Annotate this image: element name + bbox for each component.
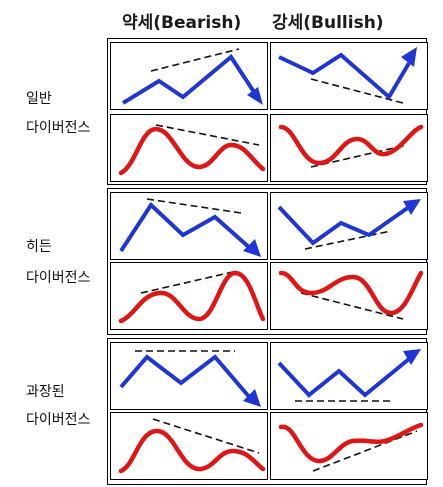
regular-divergence-label-2: 다이버전스 xyxy=(26,120,91,136)
hidden-bullish-price-line xyxy=(277,205,411,246)
exaggerated-bullish-price-panel xyxy=(270,342,428,410)
hidden-bullish-oscillator-line xyxy=(278,270,424,316)
regular-divergence-label-1: 일반 xyxy=(26,91,52,107)
regular-bullish-arrow-icon xyxy=(401,47,417,67)
regular-bullish-price-line xyxy=(278,52,411,101)
hidden-bullish-price-trendline xyxy=(304,230,392,250)
exaggerated-bullish-oscillator-line xyxy=(278,422,424,464)
hidden-bearish-oscillator-line xyxy=(118,270,266,324)
regular-bullish-price-trendline xyxy=(310,78,404,104)
regular-bearish-osc-trendline xyxy=(155,124,260,146)
exaggerated-bullish-price-line xyxy=(277,357,411,398)
exaggerated-bullish-arrow-icon xyxy=(403,349,421,365)
regular-bullish-oscillator-panel xyxy=(270,114,428,182)
hidden-bullish-osc-trendline xyxy=(300,292,404,320)
hidden-divergence-label-1: 히든 xyxy=(26,239,52,255)
exaggerated-divergence-label-1: 과장된 xyxy=(26,384,65,400)
regular-bullish-oscillator-line xyxy=(278,124,424,166)
regular-bearish-price-panel xyxy=(110,42,268,110)
regular-bearish-price-trendline xyxy=(150,48,240,72)
regular-bearish-oscillator-line xyxy=(118,126,266,176)
exaggerated-bearish-osc-trendline xyxy=(152,418,260,454)
regular-bearish-arrow-icon xyxy=(247,87,263,105)
hidden-bearish-oscillator-panel xyxy=(110,262,268,330)
hidden-bearish-price-panel xyxy=(110,192,268,260)
exaggerated-bullish-oscillator-panel xyxy=(270,412,428,480)
hidden-bearish-osc-trendline xyxy=(140,270,238,294)
hidden-divergence-label-2: 다이버전스 xyxy=(26,270,91,286)
hidden-bearish-arrow-icon xyxy=(243,239,261,257)
exaggerated-bullish-osc-trendline xyxy=(312,430,418,472)
regular-bearish-oscillator-panel xyxy=(110,114,268,182)
exaggerated-bearish-price-panel xyxy=(110,342,268,410)
exaggerated-bearish-price-line xyxy=(119,354,253,401)
bearish-column-header: 약세(Bearish) xyxy=(122,13,242,33)
hidden-bullish-price-panel xyxy=(270,192,428,260)
bullish-column-header: 강세(Bullish) xyxy=(272,13,384,33)
exaggerated-bearish-oscillator-line xyxy=(118,428,266,474)
exaggerated-bearish-oscillator-panel xyxy=(110,412,268,480)
hidden-bullish-oscillator-panel xyxy=(270,262,428,330)
hidden-bearish-price-trendline xyxy=(146,198,242,214)
exaggerated-divergence-label-2: 다이버전스 xyxy=(26,412,91,428)
exaggerated-bearish-arrow-icon xyxy=(243,389,261,407)
regular-bullish-price-panel xyxy=(270,42,428,110)
hidden-bullish-arrow-icon xyxy=(403,199,421,215)
exaggerated-divergence-group xyxy=(107,338,427,485)
regular-bearish-price-line xyxy=(121,54,258,105)
hidden-divergence-group xyxy=(107,188,427,335)
regular-divergence-group xyxy=(107,38,427,185)
hidden-bearish-price-line xyxy=(119,201,253,253)
